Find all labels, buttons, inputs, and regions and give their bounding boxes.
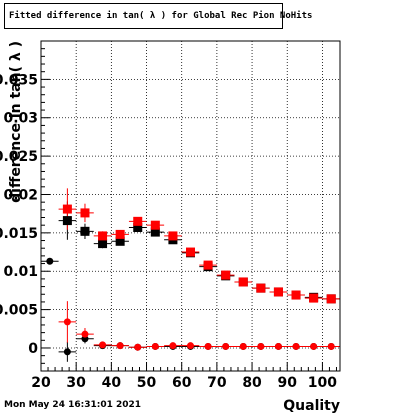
data-point-circle [310,342,318,350]
data-point-square [150,220,160,230]
data-point-square [98,239,108,249]
data-point-circle [327,342,335,350]
data-point-square [80,208,90,218]
data-point-square [115,236,125,246]
axis-tick-labels: 20 30 40 50 60 70 80 90 100 0 0.005 0.01 0.015 0.02 0.… [0,72,337,391]
y-tick-label: 0.01 [3,264,38,280]
data-point-square [133,222,143,232]
y-tick-label: 0.015 [0,226,38,242]
data-point-circle [169,342,177,350]
data-point-square [273,287,283,297]
data-point-circle [46,257,54,265]
data-point-square [62,216,72,226]
x-tick-label: 60 [172,375,192,391]
axis-ticks [40,48,337,371]
data-point-square [186,247,195,257]
data-point-circle [187,342,194,350]
y-tick-label: 0.005 [0,303,38,319]
data-point-square [256,283,266,293]
data-point-circle [81,330,89,338]
data-point-square [98,231,108,241]
x-tick-label: 20 [31,375,51,391]
data-point-circle [99,341,107,349]
x-tick-label: 40 [102,375,122,391]
data-point-circle [257,342,265,350]
x-tick-label: 80 [242,375,262,391]
data-point-square [150,227,160,237]
data-point-square [62,204,72,214]
y-tick-label: 0.025 [0,149,38,165]
data-point-circle [274,342,282,350]
data-point-square [291,290,301,300]
data-point-square [133,216,143,226]
data-point-circle [63,318,71,326]
chart-title: Fitted difference in tan( λ ) for Global… [4,3,312,29]
data-point-square [168,231,178,241]
plot-frame [40,40,341,372]
x-tick-label: 30 [66,375,86,391]
data-markers [46,204,336,356]
y-axis-title: difference in tan( λ ) [8,41,24,203]
data-point-square [309,293,319,303]
x-tick-label: 90 [277,375,297,391]
data-point-circle [222,342,230,350]
data-point-square [115,229,125,239]
x-tick-label: 100 [308,375,337,391]
data-point-square [221,270,231,280]
data-point-square [203,260,213,270]
y-tick-label: 0.03 [3,111,38,127]
data-point-circle [116,342,124,350]
data-point-circle [292,342,300,350]
x-axis-title: Quality [283,398,340,414]
data-point-circle [63,348,71,356]
data-point-square [326,294,336,304]
y-tick-label: 0 [28,341,38,357]
timestamp-label: Mon May 24 16:31:01 2021 [4,400,142,410]
data-point-circle [204,342,212,350]
x-tick-label: 50 [137,375,157,391]
data-point-circle [134,343,142,351]
grid-lines [41,41,340,371]
data-point-square [238,277,248,287]
y-tick-label: 0.02 [3,187,38,203]
x-tick-label: 70 [207,375,227,391]
data-point-circle [151,342,159,350]
y-tick-label: 0.035 [0,72,38,88]
data-point-square [80,226,90,236]
data-point-circle [239,342,247,350]
